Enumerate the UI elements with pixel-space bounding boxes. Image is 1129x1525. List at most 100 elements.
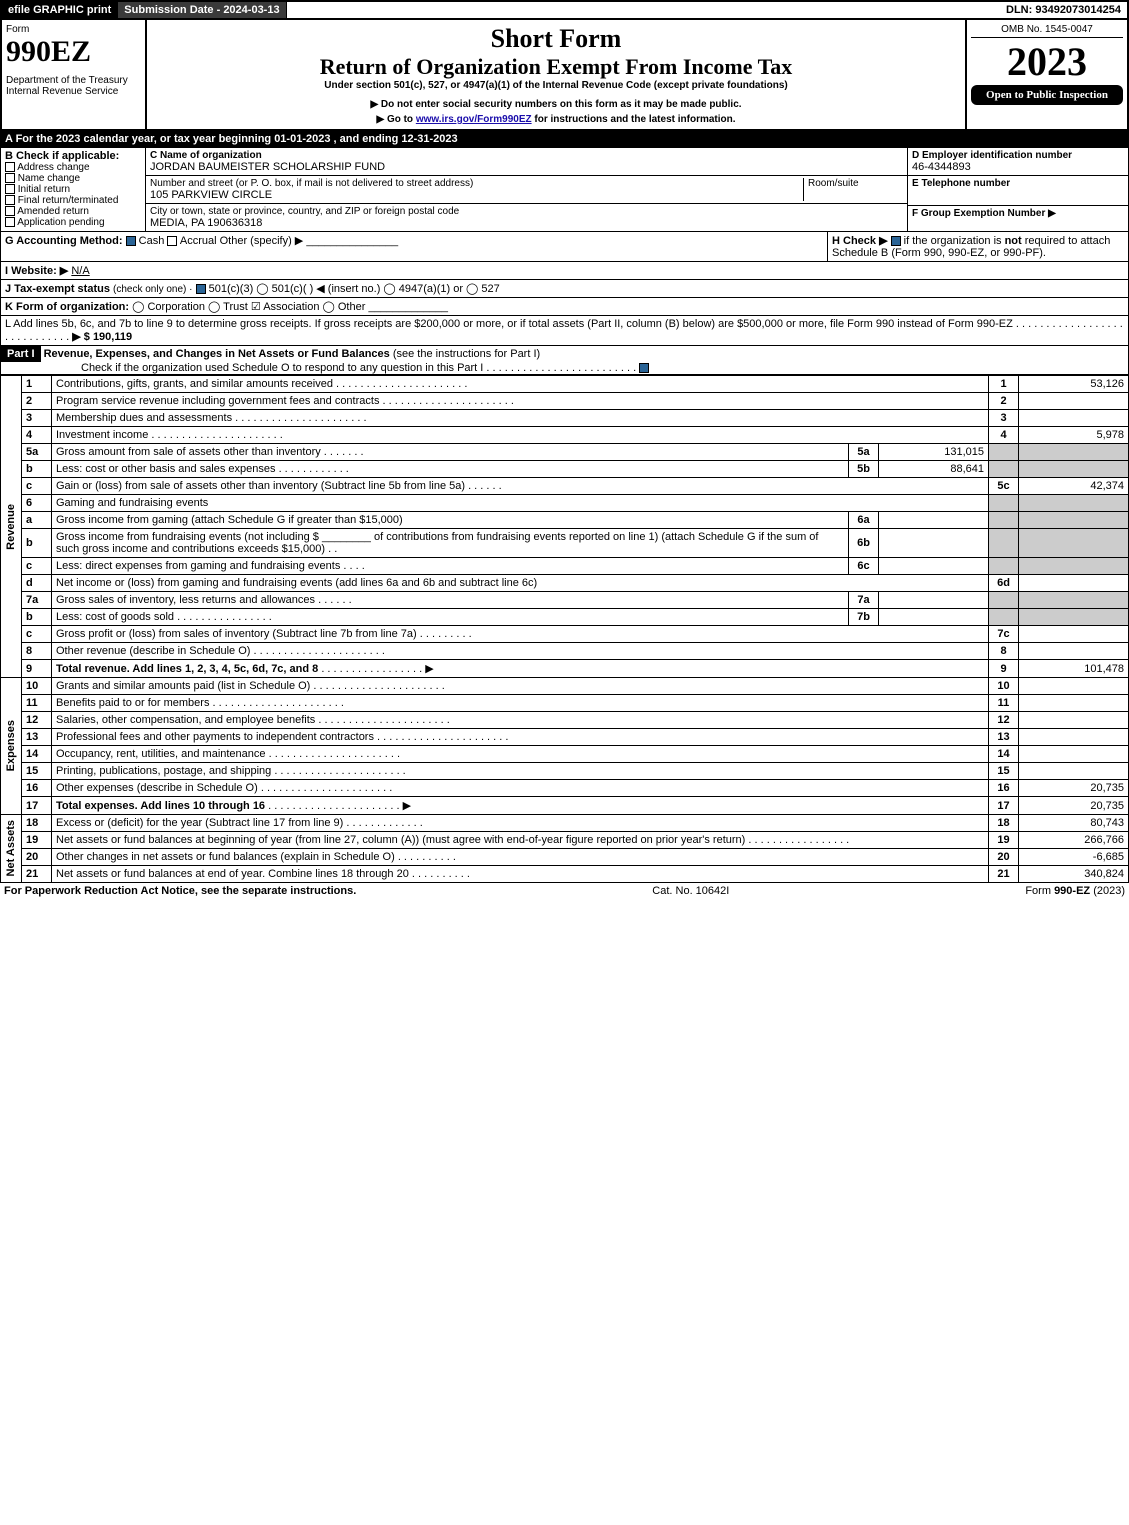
line-10-row: Expenses 10 Grants and similar amounts p… xyxy=(1,678,1129,695)
line-5c-amt: 42,374 xyxy=(1019,478,1129,495)
line-20-amt: -6,685 xyxy=(1019,849,1129,866)
subtitle: Under section 501(c), 527, or 4947(a)(1)… xyxy=(151,80,961,91)
line-6c-mid: 6c xyxy=(849,558,879,575)
cash-checkbox[interactable] xyxy=(126,236,136,246)
line-19-ref: 19 xyxy=(989,832,1019,849)
line-14-ref: 14 xyxy=(989,746,1019,763)
line-1-ref: 1 xyxy=(989,376,1019,393)
form-word: Form xyxy=(6,24,141,35)
footer-left: For Paperwork Reduction Act Notice, see … xyxy=(4,885,356,897)
line-6c-midamt xyxy=(879,558,989,575)
accrual-label: Accrual xyxy=(180,235,217,247)
line-15-row: 15 Printing, publications, postage, and … xyxy=(1,763,1129,780)
form-header: Form 990EZ Department of the Treasury In… xyxy=(0,20,1129,131)
header-center: Short Form Return of Organization Exempt… xyxy=(147,20,967,129)
line-13-num: 13 xyxy=(22,729,52,746)
accrual-checkbox[interactable] xyxy=(167,236,177,246)
line-5a-gray xyxy=(989,444,1019,461)
line-3-ref: 3 xyxy=(989,410,1019,427)
line-15-text: Printing, publications, postage, and shi… xyxy=(56,765,271,777)
line-8-row: 8 Other revenue (describe in Schedule O)… xyxy=(1,643,1129,660)
line-6-gray xyxy=(989,495,1019,512)
line-5a-gray2 xyxy=(1019,444,1129,461)
schedule-b-checkbox[interactable] xyxy=(891,236,901,246)
501c3-checkbox[interactable] xyxy=(196,284,206,294)
line-3-amt xyxy=(1019,410,1129,427)
line-10-amt xyxy=(1019,678,1129,695)
section-j: J Tax-exempt status (check only one) · 5… xyxy=(0,280,1129,298)
app-pending-checkbox[interactable] xyxy=(5,217,15,227)
city-label: City or town, state or province, country… xyxy=(150,206,903,217)
line-6-gray2 xyxy=(1019,495,1129,512)
line-10-num: 10 xyxy=(22,678,52,695)
footer-right-pre: Form xyxy=(1025,885,1054,897)
section-a-row: A For the 2023 calendar year, or tax yea… xyxy=(0,131,1129,148)
line-16-text: Other expenses (describe in Schedule O) xyxy=(56,782,258,794)
netassets-sidebar: Net Assets xyxy=(5,820,17,876)
line-19-text: Net assets or fund balances at beginning… xyxy=(56,834,745,846)
line-5b-gray xyxy=(989,461,1019,478)
line-5a-num: 5a xyxy=(22,444,52,461)
open-inspection-badge: Open to Public Inspection xyxy=(971,85,1123,105)
lines-table: Revenue 1 Contributions, gifts, grants, … xyxy=(0,375,1129,883)
irs-link[interactable]: www.irs.gov/Form990EZ xyxy=(416,114,532,125)
tax-year: 2023 xyxy=(971,38,1123,85)
amended-return-checkbox[interactable] xyxy=(5,206,15,216)
line-6b-midamt xyxy=(879,529,989,558)
line-1-amt: 53,126 xyxy=(1019,376,1129,393)
line-21-text: Net assets or fund balances at end of ye… xyxy=(56,868,409,880)
line-7b-midamt xyxy=(879,609,989,626)
ein-label: D Employer identification number xyxy=(912,150,1124,161)
name-change-checkbox[interactable] xyxy=(5,173,15,183)
line-4-num: 4 xyxy=(22,427,52,444)
line-7b-row: b Less: cost of goods sold . . . . . . .… xyxy=(1,609,1129,626)
line-13-amt xyxy=(1019,729,1129,746)
submission-date: Submission Date - 2024-03-13 xyxy=(118,2,286,18)
room-suite-label: Room/suite xyxy=(803,178,903,201)
schedule-o-checkbox[interactable] xyxy=(639,363,649,373)
page-footer: For Paperwork Reduction Act Notice, see … xyxy=(0,883,1129,899)
line-7a-mid: 7a xyxy=(849,592,879,609)
addr-change-checkbox[interactable] xyxy=(5,162,15,172)
omb-number: OMB No. 1545-0047 xyxy=(971,24,1123,38)
website-label: I Website: ▶ xyxy=(5,265,68,277)
department-label: Department of the Treasury Internal Reve… xyxy=(6,75,141,97)
line-7a-midamt xyxy=(879,592,989,609)
line-9-num: 9 xyxy=(22,660,52,678)
line-7c-row: c Gross profit or (loss) from sales of i… xyxy=(1,626,1129,643)
line-5a-midamt: 131,015 xyxy=(879,444,989,461)
section-bcdef: B Check if applicable: Address change Na… xyxy=(0,148,1129,232)
line-4-row: 4 Investment income 4 5,978 xyxy=(1,427,1129,444)
line-6c-text: Less: direct expenses from gaming and fu… xyxy=(56,560,340,572)
final-return-checkbox[interactable] xyxy=(5,195,15,205)
line-9-row: 9 Total revenue. Add lines 1, 2, 3, 4, 5… xyxy=(1,660,1129,678)
header-left: Form 990EZ Department of the Treasury In… xyxy=(2,20,147,129)
org-form-label: K Form of organization: xyxy=(5,301,129,313)
line-9-ref: 9 xyxy=(989,660,1019,678)
line-5b-gray2 xyxy=(1019,461,1129,478)
line-5c-text: Gain or (loss) from sale of assets other… xyxy=(56,480,465,492)
goto-pre: Go to xyxy=(387,114,416,125)
line-7b-mid: 7b xyxy=(849,609,879,626)
section-gh: G Accounting Method: Cash Accrual Other … xyxy=(0,232,1129,262)
line-5b-row: b Less: cost or other basis and sales ex… xyxy=(1,461,1129,478)
part1-check-text: Check if the organization used Schedule … xyxy=(81,362,483,374)
line-19-row: 19 Net assets or fund balances at beginn… xyxy=(1,832,1129,849)
part1-title: Revenue, Expenses, and Changes in Net As… xyxy=(44,348,393,360)
section-l: L Add lines 5b, 6c, and 7b to line 9 to … xyxy=(0,316,1129,346)
efile-print-button[interactable]: efile GRAPHIC print xyxy=(2,2,118,18)
line-1-text: Contributions, gifts, grants, and simila… xyxy=(56,378,333,390)
line-6d-text: Net income or (loss) from gaming and fun… xyxy=(52,575,989,592)
line-2-row: 2 Program service revenue including gove… xyxy=(1,393,1129,410)
line-6a-num: a xyxy=(22,512,52,529)
line-3-row: 3 Membership dues and assessments 3 xyxy=(1,410,1129,427)
section-k: K Form of organization: ◯ Corporation ◯ … xyxy=(0,298,1129,316)
initial-return-checkbox[interactable] xyxy=(5,184,15,194)
dln-number: DLN: 93492073014254 xyxy=(1000,2,1127,18)
line-6-text: Gaming and fundraising events xyxy=(52,495,989,512)
line-5b-text: Less: cost or other basis and sales expe… xyxy=(56,463,276,475)
line-6b-num: b xyxy=(22,529,52,558)
line-6c-num: c xyxy=(22,558,52,575)
line-8-text: Other revenue (describe in Schedule O) xyxy=(56,645,250,657)
line-5a-mid: 5a xyxy=(849,444,879,461)
